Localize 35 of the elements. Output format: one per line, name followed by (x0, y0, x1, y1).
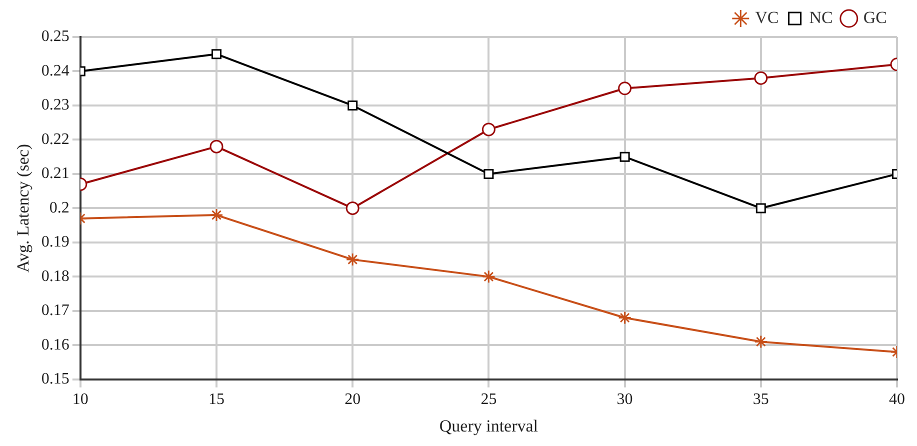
legend-label: VC (755, 8, 779, 27)
x-tick-label: 35 (752, 391, 769, 408)
y-tick-label: 0.24 (41, 62, 70, 80)
y-tick-label: 0.22 (41, 130, 70, 148)
point (618, 311, 632, 325)
point (618, 82, 632, 96)
point (620, 152, 630, 162)
point (484, 168, 494, 179)
point (210, 208, 224, 222)
point (212, 49, 222, 60)
x-tick-label: 15 (208, 391, 224, 408)
x-tick-label: 40 (889, 391, 905, 408)
x-tick-label: 30 (616, 391, 633, 408)
y-tick-label: 0.18 (41, 268, 70, 285)
y-tick-label: 0.16 (41, 336, 70, 354)
y-tick-label: 0.17 (41, 302, 70, 320)
x-tick-label: 20 (344, 391, 361, 408)
point (348, 100, 358, 110)
legend-label: GC (863, 8, 888, 27)
point (346, 252, 360, 266)
point (482, 122, 496, 136)
y-tick-label: 0.21 (41, 165, 70, 182)
y-tick-label: 0.25 (41, 28, 70, 46)
point (482, 270, 496, 284)
y-tick-label: 0.19 (41, 234, 70, 251)
x-axis-title: Query interval (439, 416, 538, 436)
y-tick-label: 0.2 (49, 199, 70, 216)
x-tick-label: 25 (480, 391, 497, 408)
y-tick-label: 0.15 (41, 370, 70, 388)
legend-label: NC (809, 8, 833, 27)
y-axis-title: Avg. Latency (sec) (14, 144, 33, 272)
point (346, 201, 360, 215)
point (210, 140, 224, 154)
x-tick-label: 10 (72, 391, 88, 408)
y-tick-label: 0.23 (41, 96, 70, 114)
